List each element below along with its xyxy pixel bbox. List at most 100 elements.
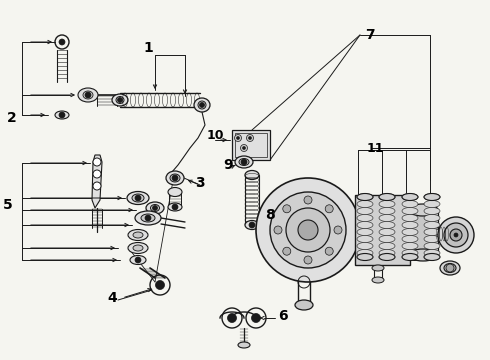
Text: 7: 7 [365, 28, 375, 42]
Ellipse shape [424, 215, 440, 221]
Text: 10: 10 [206, 129, 224, 141]
Circle shape [246, 135, 253, 141]
Circle shape [334, 226, 342, 234]
Ellipse shape [379, 194, 395, 201]
Ellipse shape [133, 232, 143, 238]
Ellipse shape [424, 207, 440, 215]
Text: 6: 6 [278, 309, 288, 323]
Ellipse shape [166, 171, 184, 185]
Circle shape [444, 223, 468, 247]
Circle shape [172, 204, 178, 210]
Text: 3: 3 [195, 176, 205, 190]
Circle shape [227, 314, 237, 323]
Ellipse shape [128, 230, 148, 240]
Ellipse shape [402, 243, 418, 249]
Circle shape [85, 92, 91, 98]
Circle shape [59, 39, 65, 45]
Circle shape [454, 233, 458, 237]
Ellipse shape [357, 229, 373, 235]
Text: 5: 5 [3, 198, 13, 212]
Ellipse shape [402, 194, 418, 201]
Ellipse shape [402, 229, 418, 235]
Ellipse shape [402, 235, 418, 243]
Ellipse shape [379, 229, 395, 235]
Ellipse shape [402, 221, 418, 229]
Text: 8: 8 [265, 208, 275, 222]
Circle shape [93, 182, 101, 190]
Circle shape [172, 175, 178, 181]
Ellipse shape [135, 211, 161, 225]
Circle shape [325, 247, 333, 255]
Ellipse shape [112, 94, 128, 106]
Bar [355, 195, 410, 265]
Ellipse shape [357, 201, 373, 207]
Ellipse shape [379, 201, 395, 207]
Bar [408, 210, 438, 255]
Circle shape [325, 205, 333, 213]
Circle shape [235, 135, 242, 141]
Circle shape [256, 178, 360, 282]
Ellipse shape [372, 277, 384, 283]
Ellipse shape [295, 300, 313, 310]
Circle shape [304, 256, 312, 264]
Ellipse shape [245, 220, 259, 230]
Ellipse shape [402, 215, 418, 221]
Circle shape [135, 257, 141, 263]
Ellipse shape [133, 245, 143, 251]
Ellipse shape [379, 207, 395, 215]
Ellipse shape [198, 101, 206, 109]
Text: 11: 11 [366, 141, 384, 154]
Circle shape [298, 220, 318, 240]
Ellipse shape [424, 221, 440, 229]
Ellipse shape [116, 96, 124, 104]
Circle shape [248, 136, 251, 140]
Ellipse shape [357, 194, 373, 201]
Ellipse shape [168, 188, 182, 197]
Ellipse shape [379, 249, 395, 257]
Circle shape [450, 229, 462, 241]
Circle shape [241, 159, 247, 165]
Ellipse shape [402, 194, 418, 201]
Ellipse shape [402, 201, 418, 207]
Text: 1: 1 [143, 41, 153, 55]
Circle shape [93, 170, 101, 178]
Circle shape [199, 103, 204, 108]
Ellipse shape [379, 221, 395, 229]
Circle shape [251, 314, 261, 323]
Ellipse shape [408, 204, 438, 216]
Ellipse shape [379, 253, 395, 261]
Text: 2: 2 [7, 111, 17, 125]
Ellipse shape [146, 202, 164, 214]
Ellipse shape [141, 214, 155, 222]
Circle shape [304, 196, 312, 204]
Circle shape [145, 215, 151, 221]
Ellipse shape [424, 253, 440, 261]
Ellipse shape [357, 235, 373, 243]
Circle shape [283, 247, 291, 255]
Circle shape [274, 226, 282, 234]
Circle shape [237, 136, 240, 140]
Circle shape [241, 144, 247, 152]
Circle shape [286, 208, 330, 252]
Ellipse shape [379, 235, 395, 243]
Bar [235, 133, 267, 157]
Ellipse shape [127, 192, 149, 204]
Circle shape [118, 98, 122, 103]
Ellipse shape [424, 229, 440, 235]
Text: 9: 9 [223, 158, 233, 172]
Ellipse shape [357, 249, 373, 257]
Ellipse shape [402, 253, 418, 261]
Ellipse shape [424, 235, 440, 243]
Ellipse shape [78, 88, 98, 102]
Circle shape [59, 112, 65, 118]
Ellipse shape [128, 243, 148, 253]
Ellipse shape [238, 342, 250, 348]
Ellipse shape [402, 249, 418, 257]
Ellipse shape [357, 207, 373, 215]
Ellipse shape [357, 215, 373, 221]
Ellipse shape [408, 249, 438, 261]
Ellipse shape [444, 264, 456, 273]
Ellipse shape [402, 207, 418, 215]
Ellipse shape [424, 243, 440, 249]
Ellipse shape [132, 194, 144, 202]
